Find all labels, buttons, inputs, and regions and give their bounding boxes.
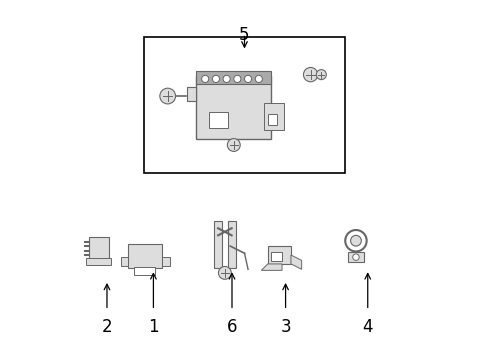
Text: 4: 4 [362, 318, 372, 336]
Circle shape [244, 75, 251, 82]
Circle shape [316, 69, 325, 80]
Text: 3: 3 [280, 318, 290, 336]
Bar [208, 112, 228, 128]
Text: 1: 1 [148, 318, 159, 336]
Circle shape [223, 75, 230, 82]
Polygon shape [187, 87, 196, 102]
Bar [89, 237, 108, 258]
Circle shape [218, 266, 231, 279]
Bar [214, 221, 222, 267]
Bar [144, 37, 344, 173]
Bar [347, 252, 363, 262]
Circle shape [227, 139, 240, 152]
Bar [264, 103, 283, 130]
Circle shape [212, 75, 219, 82]
Text: 6: 6 [226, 318, 237, 336]
Bar [267, 246, 290, 264]
Polygon shape [261, 264, 282, 270]
Polygon shape [121, 257, 128, 266]
Bar [128, 244, 162, 267]
Bar [271, 252, 282, 261]
Bar [86, 258, 111, 265]
Bar [134, 267, 155, 275]
Circle shape [303, 67, 317, 82]
Bar [196, 71, 271, 84]
Circle shape [233, 75, 241, 82]
Circle shape [352, 254, 358, 260]
Circle shape [350, 235, 361, 246]
Polygon shape [290, 255, 301, 269]
Text: 5: 5 [239, 26, 249, 44]
Circle shape [160, 88, 175, 104]
Polygon shape [162, 257, 170, 266]
Circle shape [255, 75, 262, 82]
Bar [196, 76, 271, 139]
Bar [267, 114, 276, 125]
Text: 2: 2 [102, 318, 112, 336]
Circle shape [201, 75, 208, 82]
Bar [227, 221, 235, 267]
